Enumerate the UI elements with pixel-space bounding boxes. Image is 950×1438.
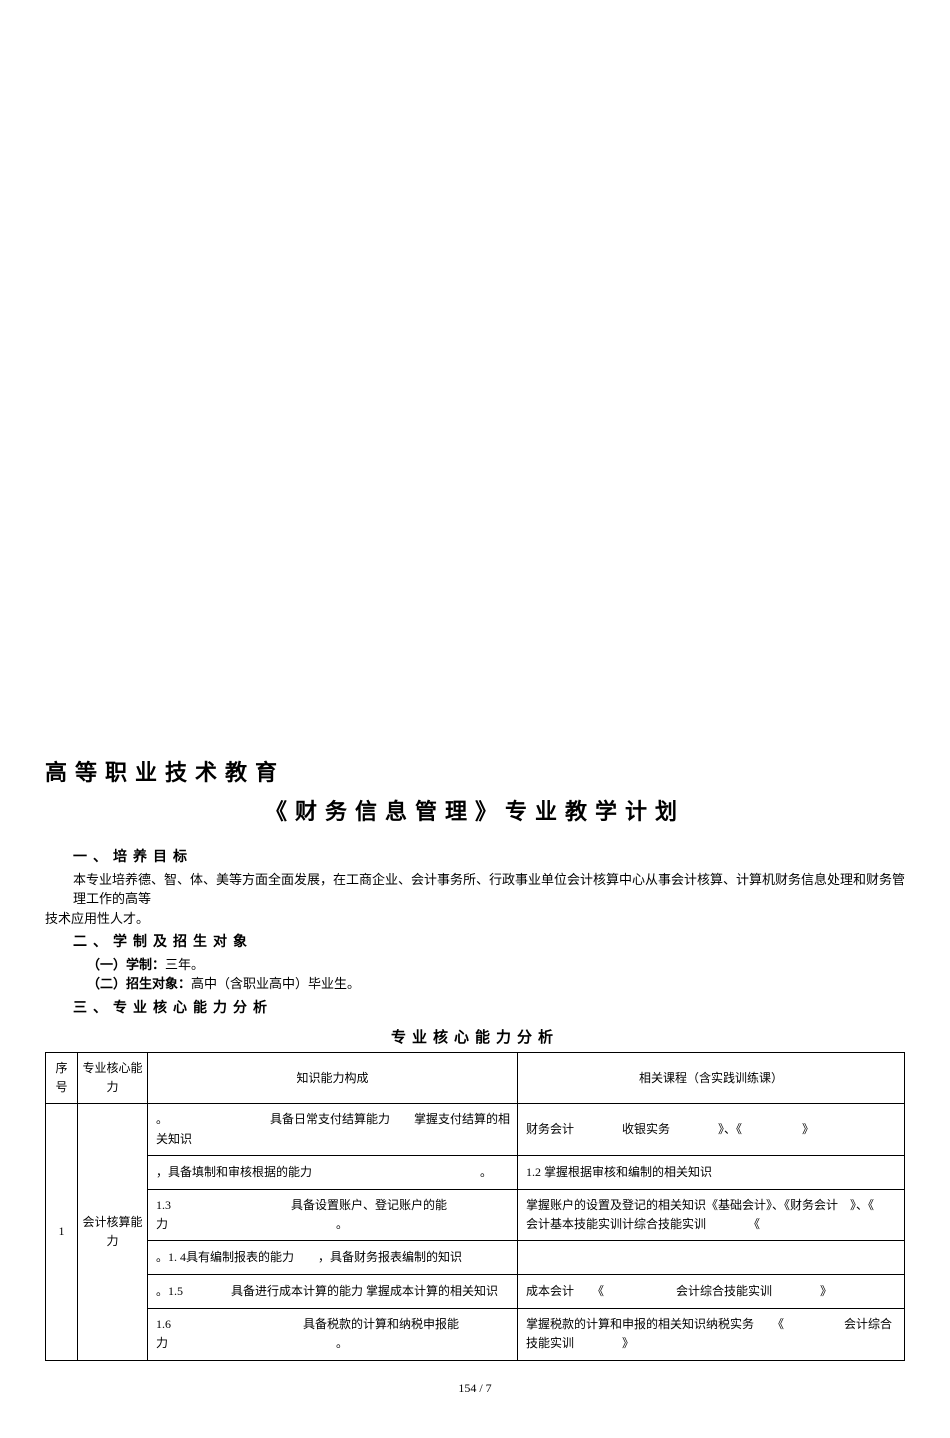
table-row: 1.3 具备设置账户、登记账户的能力 。 掌握账户的设置及登记的相关知识《基础会… (46, 1189, 905, 1240)
section1-body2: 技术应用性人才。 (45, 909, 905, 929)
table-header-row: 序号 专业核心能力 知识能力构成 相关课程（含实践训练课） (46, 1053, 905, 1104)
table-row: 。1. 4具有编制报表的能力 ，具备财务报表编制的知识 (46, 1241, 905, 1275)
cell-knowledge: 。1.5 具备进行成本计算的能力 掌握成本计算的相关知识 (148, 1275, 518, 1309)
table-row: ，具备填制和审核根据的能力 。 1.2 掌握根据审核和编制的相关知识 (46, 1155, 905, 1189)
cell-knowledge: 1.3 具备设置账户、登记账户的能力 。 (148, 1189, 518, 1240)
cell-course: 掌握税款的计算和申报的相关知识纳税实务 《 会计综合技能实训 》 (518, 1309, 905, 1360)
table-caption: 专业核心能力分析 (45, 1026, 905, 1050)
cell-course: 掌握账户的设置及登记的相关知识《基础会计》、《财务会计 》、《 会计基本技能实训… (518, 1189, 905, 1240)
main-title-line1: 高等职业技术教育 (45, 755, 905, 790)
section1-body1: 本专业培养德、智、体、美等方面全面发展，在工商企业、会计事务所、行政事业单位会计… (73, 870, 905, 909)
section2-item2-label: （二）招生对象： (87, 976, 191, 991)
th-core: 专业核心能力 (78, 1053, 148, 1104)
section1-heading: 一、培养目标 (73, 847, 905, 869)
section2-item1: （一）学制：三年。 (87, 955, 905, 975)
cell-course: 1.2 掌握根据审核和编制的相关知识 (518, 1155, 905, 1189)
core-ability-table: 序号 专业核心能力 知识能力构成 相关课程（含实践训练课） 1 会计核算能力 。… (45, 1052, 905, 1361)
cell-course: 财务会计 收银实务 》、《 》 (518, 1104, 905, 1155)
table-row: 1.6 具备税款的计算和纳税申报能力 。 掌握税款的计算和申报的相关知识纳税实务… (46, 1309, 905, 1360)
th-seq: 序号 (46, 1053, 78, 1104)
cell-seq: 1 (46, 1104, 78, 1360)
section2-heading: 二、学制及招生对象 (73, 932, 905, 954)
table-row: 。1.5 具备进行成本计算的能力 掌握成本计算的相关知识 成本会计 《 会计综合… (46, 1275, 905, 1309)
cell-course: 成本会计 《 会计综合技能实训 》 (518, 1275, 905, 1309)
th-knowledge: 知识能力构成 (148, 1053, 518, 1104)
table-row: 1 会计核算能力 。 具备日常支付结算能力 掌握支付结算的相关知识 财务会计 收… (46, 1104, 905, 1155)
section2-item2-text: 高中（含职业高中）毕业生。 (191, 976, 360, 991)
section2-item1-text: 三年。 (165, 957, 204, 972)
cell-knowledge: ，具备填制和审核根据的能力 。 (148, 1155, 518, 1189)
cell-course (518, 1241, 905, 1275)
cell-knowledge: 。1. 4具有编制报表的能力 ，具备财务报表编制的知识 (148, 1241, 518, 1275)
cell-knowledge: 。 具备日常支付结算能力 掌握支付结算的相关知识 (148, 1104, 518, 1155)
section2-item1-label: （一）学制： (87, 957, 165, 972)
main-title-line2: 《财务信息管理》专业教学计划 (45, 794, 905, 829)
section2-item2: （二）招生对象：高中（含职业高中）毕业生。 (87, 974, 905, 994)
section3-heading: 三、专业核心能力分析 (73, 998, 905, 1020)
cell-core: 会计核算能力 (78, 1104, 148, 1360)
page-footer: 154 / 7 (45, 1379, 905, 1398)
cell-knowledge: 1.6 具备税款的计算和纳税申报能力 。 (148, 1309, 518, 1360)
th-course: 相关课程（含实践训练课） (518, 1053, 905, 1104)
